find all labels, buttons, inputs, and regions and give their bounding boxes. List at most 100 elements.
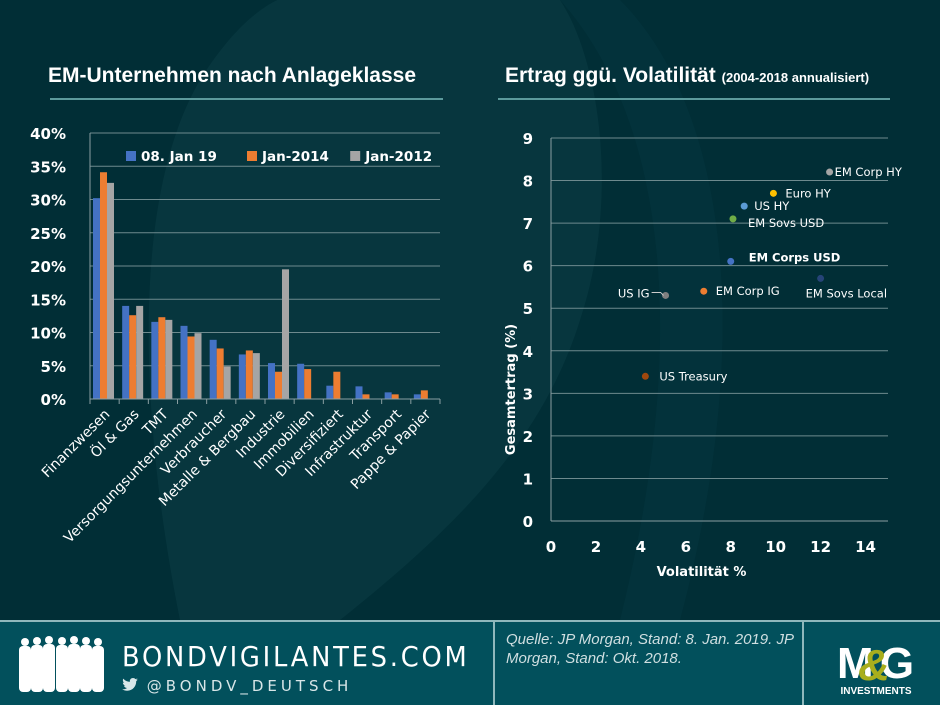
bar: [107, 182, 114, 399]
bar: [326, 385, 334, 399]
source-note: Quelle: JP Morgan, Stand: 8. Jan. 2019. …: [506, 631, 794, 667]
y-tick-label: 4: [523, 343, 533, 361]
bar: [180, 325, 188, 399]
bar: [252, 353, 260, 399]
y-tick-label: 35%: [30, 158, 66, 176]
footer: BONDVIGILANTES.COM @ BONDV_DEUTSCH Quelle…: [0, 620, 940, 705]
y-tick-label: 6: [523, 258, 533, 276]
twitter-handle-text: BONDV_DEUTSCH: [165, 677, 353, 695]
scatter-point: [817, 274, 825, 282]
logo-subtext: INVESTMENTS: [840, 686, 911, 696]
legend-swatch: [247, 151, 257, 161]
bar: [297, 363, 305, 399]
leader-line: [651, 291, 664, 296]
bar: [304, 369, 312, 399]
bar: [420, 390, 428, 399]
twitter-bird-icon: [122, 677, 143, 695]
bar: [100, 172, 107, 399]
x-tick-label: 6: [681, 538, 691, 556]
y-tick-label: 30%: [30, 192, 66, 210]
twitter-at: @: [146, 677, 162, 695]
bar: [158, 317, 166, 399]
point-label: EM Corp IG: [716, 284, 780, 298]
x-tick-label: 4: [636, 538, 646, 556]
bar: [282, 269, 289, 399]
y-tick-label: 9: [523, 130, 533, 148]
bar: [362, 394, 370, 399]
twitter-handle[interactable]: @ BONDV_DEUTSCH: [122, 677, 352, 695]
legend-label: 08. Jan 19: [141, 149, 217, 165]
point-label: US Treasury: [659, 369, 727, 383]
bar: [238, 354, 246, 399]
svg-text:M G: M G: [837, 640, 912, 688]
bar: [355, 386, 363, 399]
x-tick-label: 12: [810, 538, 831, 556]
scatter-point: [700, 287, 708, 295]
x-tick-label: 14: [855, 538, 876, 556]
scatter-point: [769, 189, 777, 197]
y-tick-label: 20%: [30, 258, 66, 276]
legend-label: Jan-2014: [261, 149, 329, 165]
y-tick-label: 25%: [30, 225, 66, 243]
brand-name[interactable]: BONDVIGILANTES.COM: [122, 640, 470, 673]
bar: [209, 339, 217, 399]
y-tick-label: 15%: [30, 291, 66, 309]
bar: [129, 315, 137, 399]
legend-label: Jan-2012: [364, 149, 432, 165]
scatter-point: [826, 168, 834, 176]
scatter-point: [641, 372, 649, 380]
bar: [223, 366, 231, 399]
y-tick-label: 0: [523, 513, 533, 531]
x-tick-label: 0: [546, 538, 556, 556]
point-label: EM Sovs USD: [748, 216, 824, 230]
bar: [391, 394, 399, 399]
y-tick-label: 3: [523, 385, 533, 403]
y-tick-label: 0%: [41, 391, 66, 409]
bar: [93, 198, 100, 399]
bar: [245, 350, 253, 399]
y-tick-label: 8: [523, 173, 533, 191]
footer-divider: [802, 622, 804, 705]
x-tick-label: 2: [591, 538, 601, 556]
right-chart-title-main: Ertrag ggü. Volatilität: [505, 64, 716, 87]
scatter-point: [662, 291, 670, 299]
scatter-point: [740, 202, 748, 210]
bar: [413, 394, 421, 399]
bar: [122, 305, 130, 399]
right-chart-title: Ertrag ggü. Volatilität (2004-2018 annua…: [505, 64, 869, 88]
left-chart-title: EM-Unternehmen nach Anlageklasse: [48, 64, 416, 87]
bar: [194, 333, 202, 399]
x-axis-title: Volatilität %: [657, 565, 747, 580]
y-tick-label: 7: [523, 215, 533, 233]
point-label: US IG: [618, 286, 650, 300]
bar: [187, 336, 195, 399]
scatter-point: [727, 257, 735, 265]
bar: [268, 363, 275, 399]
point-label: EM Corp HY: [835, 165, 903, 179]
y-tick-label: 5: [523, 300, 533, 318]
legend-swatch: [126, 151, 136, 161]
mg-investments-logo: M G & INVESTMENTS: [837, 640, 915, 696]
bar: [136, 305, 144, 399]
bar: [151, 321, 159, 399]
right-chart-subtitle: (2004-2018 annualisiert): [721, 70, 870, 85]
y-tick-label: 2: [523, 428, 533, 446]
people-silhouette-icon: [19, 636, 104, 692]
bar: [216, 348, 224, 399]
svg-text:&: &: [858, 641, 890, 690]
x-tick-label: 8: [726, 538, 736, 556]
footer-divider: [493, 622, 495, 705]
bar: [384, 392, 392, 399]
bar: [333, 371, 341, 399]
y-tick-label: 10%: [30, 325, 66, 343]
y-tick-label: 40%: [30, 125, 66, 143]
bar: [275, 371, 282, 399]
legend-swatch: [350, 151, 361, 161]
y-tick-label: 5%: [41, 358, 66, 376]
left-title-underline: [50, 98, 443, 100]
right-title-underline: [498, 98, 890, 100]
point-label: Euro HY: [785, 186, 831, 200]
x-tick-label: 10: [765, 538, 786, 556]
